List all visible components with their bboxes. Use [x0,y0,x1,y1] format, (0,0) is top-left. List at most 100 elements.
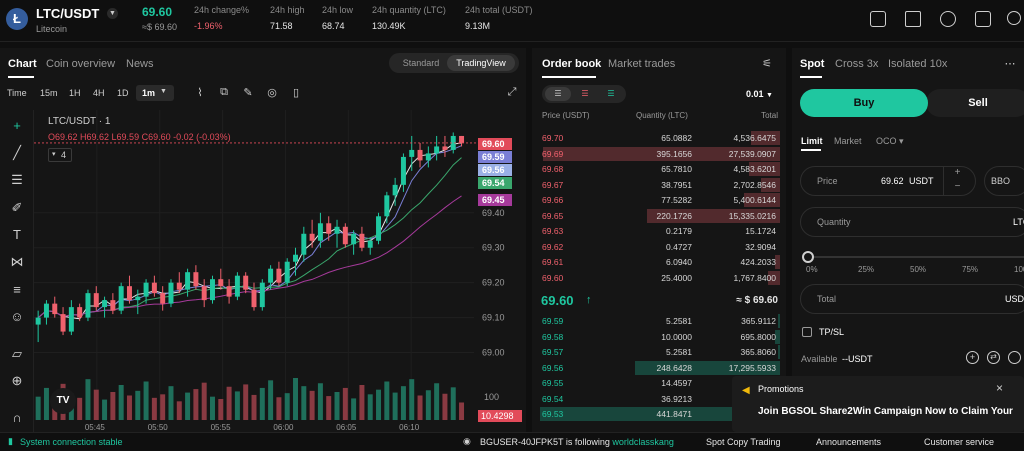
swap-icon[interactable] [1008,351,1021,364]
ruler-icon[interactable]: ▱ [12,346,22,361]
trash-icon[interactable]: ▯ [292,87,300,99]
order-type-market[interactable]: Market [834,136,862,146]
more-icon[interactable]: ⋯ [1004,58,1016,70]
sell-button[interactable]: Sell [926,89,1024,117]
book-icon[interactable] [975,11,991,27]
chevron-down-icon[interactable]: ▼ [107,8,118,19]
link-spot-copy-trading[interactable]: Spot Copy Trading [706,437,781,447]
tab-chart[interactable]: Chart [8,58,37,70]
volume-bar [459,402,465,420]
draw-icon[interactable]: ✎ [243,87,253,99]
bid-row[interactable]: 69.57 5.2581 365.8060 [532,344,786,360]
tab-isolated-10x[interactable]: Isolated 10x [888,58,948,70]
link-customer-service[interactable]: Customer service [924,437,995,447]
ask-row[interactable]: 69.65 220.1726 15,335.0216 [532,208,786,224]
ask-row[interactable]: 69.62 0.4727 32.9094 [532,239,786,255]
tab-coin-overview[interactable]: Coin overview [46,58,116,70]
crosshair-icon[interactable]: + [13,118,21,133]
ask-row[interactable]: 69.60 25.4000 1,767.8400 [532,270,786,286]
link-announcements[interactable]: Announcements [816,437,882,447]
settings-icon[interactable] [1007,11,1021,25]
magnet-icon[interactable]: ∩ [12,410,22,425]
fib-icon[interactable]: ☰ [11,172,23,187]
candle-body [151,282,157,294]
slider-mark-label: 100% [1014,265,1024,274]
layout-asks-icon[interactable]: ☰ [581,89,589,98]
bid-row[interactable]: 69.59 5.2581 365.9112 [532,313,786,329]
indicators-icon[interactable]: ⌇ [197,87,203,99]
volume-bar [425,390,431,420]
ob-price: 69.65 [542,210,564,221]
chart-type-icon[interactable]: ⧉ [220,86,228,98]
deposit-icon[interactable]: + [966,351,979,364]
buy-button[interactable]: Buy [800,89,928,117]
layout-both-icon[interactable]: ☰ [545,87,571,101]
amount-slider-track[interactable] [808,256,1024,258]
timeframe-15m[interactable]: 15m [40,88,58,98]
indicator-toggle[interactable]: ▾ 4 [48,148,72,162]
volume-bar [301,386,307,420]
pair-selector[interactable]: LTC/USDT [36,6,100,21]
bbo-button[interactable]: BBO [984,166,1024,196]
price-chart[interactable]: 69.40 69.30 69.20 69.10 69.00 69.60 69.59 69.56… [34,110,526,432]
convert-icon[interactable] [905,11,921,27]
fullscreen-icon[interactable]: ⤢ [507,86,517,98]
text-icon[interactable]: T [13,227,21,242]
brush-icon[interactable]: ✐ [11,200,23,215]
ob-price: 69.53 [542,409,564,419]
tab-order-book[interactable]: Order book [542,58,602,70]
zoom-icon[interactable]: ⊕ [11,373,23,388]
last-price-usd: ≈$ 69.60 [142,22,177,32]
timeframe-1h[interactable]: 1H [69,88,81,98]
volume-bar [143,381,149,420]
timeframe-1d[interactable]: 1D [117,88,129,98]
tab-news[interactable]: News [126,58,154,70]
transfer-icon[interactable]: ⇄ [987,351,1000,364]
filter-settings-icon[interactable]: ⚟ [762,58,772,70]
ask-row[interactable]: 69.67 38.7951 2,702.8546 [532,177,786,193]
ask-row[interactable]: 69.63 0.2179 15.1724 [532,223,786,239]
tpsl-checkbox[interactable] [802,327,812,337]
volume-bar [135,390,141,420]
view-standard-button[interactable]: Standard [402,58,440,68]
trendline-icon[interactable]: ╱ [13,145,21,160]
ask-row[interactable]: 69.70 65.0882 4,536.6475 [532,130,786,146]
tab-spot[interactable]: Spot [800,58,825,70]
total-input[interactable]: Total USDT [800,284,1024,314]
ask-row[interactable]: 69.68 65.7810 4,583.6201 [532,161,786,177]
camera-icon[interactable]: ◎ [267,87,277,99]
emoji-icon[interactable]: ☺ [10,309,24,324]
bid-row[interactable]: 69.58 10.0000 695.8000 [532,329,786,345]
view-tradingview-button[interactable]: TradingView [447,55,515,71]
bid-row[interactable]: 69.56 248.6428 17,295.5933 [532,360,786,376]
close-icon[interactable]: × [996,381,1004,395]
price-stepper[interactable]: + − [943,166,971,196]
tab-cross-3x[interactable]: Cross 3x [835,58,879,70]
timeframe-1m-selected[interactable]: 1m ▼ [136,85,174,101]
volume-bar [110,392,116,420]
order-type-oco[interactable]: OCO ▾ [876,136,904,146]
forecast-icon[interactable]: ≡ [13,282,21,297]
pattern-icon[interactable]: ⋈ [10,254,24,269]
promotions-popup[interactable]: ◀ Promotions × Join BGSOL Share2Win Camp… [732,376,1024,432]
timeframe-4h[interactable]: 4H [93,88,105,98]
tab-market-trades[interactable]: Market trades [608,58,676,70]
depth-bar [750,131,780,145]
support-icon[interactable] [940,11,956,27]
order-type-limit[interactable]: Limit [801,136,823,146]
candle-body [52,303,58,315]
timeframe-time[interactable]: Time [7,88,27,98]
ask-row[interactable]: 69.69 395.1656 27,539.0907 [532,146,786,162]
candle-body [193,272,199,287]
precision-select[interactable]: 0.01 ▼ [746,89,773,99]
ask-row[interactable]: 69.66 77.5282 5,400.6144 [532,192,786,208]
ask-row[interactable]: 69.61 6.0940 424.2033 [532,254,786,270]
layout-bids-icon[interactable]: ☰ [607,89,615,98]
promo-text[interactable]: Join BGSOL Share2Win Campaign Now to Cla… [758,406,1013,417]
price-input[interactable]: Price 69.62 USDT + − [800,166,976,196]
amount-slider-handle[interactable] [802,251,814,263]
quantity-input[interactable]: Quantity LTC [800,207,1024,237]
volume-bar [276,397,282,420]
chat-icon: ◉ [463,436,471,446]
orders-icon[interactable] [870,11,886,27]
